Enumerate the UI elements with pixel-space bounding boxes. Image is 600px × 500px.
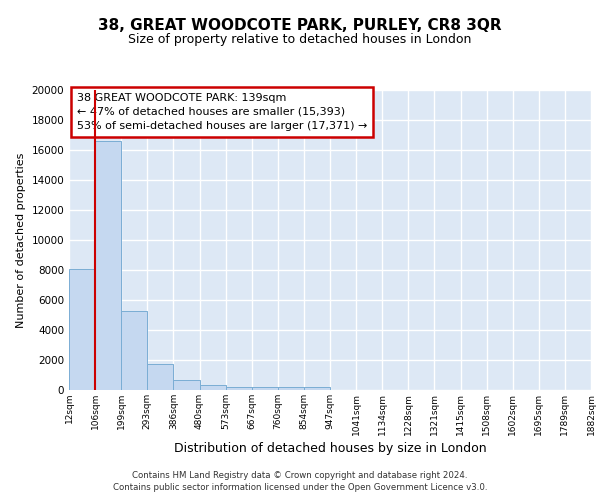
- Y-axis label: Number of detached properties: Number of detached properties: [16, 152, 26, 328]
- Bar: [121, 310, 148, 390]
- Text: 38, GREAT WOODCOTE PARK, PURLEY, CR8 3QR: 38, GREAT WOODCOTE PARK, PURLEY, CR8 3QR: [98, 18, 502, 32]
- X-axis label: Distribution of detached houses by size in London: Distribution of detached houses by size …: [173, 442, 487, 455]
- Bar: [252, 387, 278, 390]
- Bar: [148, 364, 173, 390]
- Bar: [95, 141, 121, 390]
- Bar: [199, 385, 226, 390]
- Text: 38 GREAT WOODCOTE PARK: 139sqm
← 47% of detached houses are smaller (15,393)
53%: 38 GREAT WOODCOTE PARK: 139sqm ← 47% of …: [77, 93, 367, 131]
- Bar: [69, 268, 95, 390]
- Bar: [173, 380, 199, 390]
- Bar: [226, 386, 252, 390]
- Text: Size of property relative to detached houses in London: Size of property relative to detached ho…: [128, 32, 472, 46]
- Bar: [304, 388, 330, 390]
- Text: Contains HM Land Registry data © Crown copyright and database right 2024.
Contai: Contains HM Land Registry data © Crown c…: [113, 471, 487, 492]
- Bar: [278, 387, 304, 390]
